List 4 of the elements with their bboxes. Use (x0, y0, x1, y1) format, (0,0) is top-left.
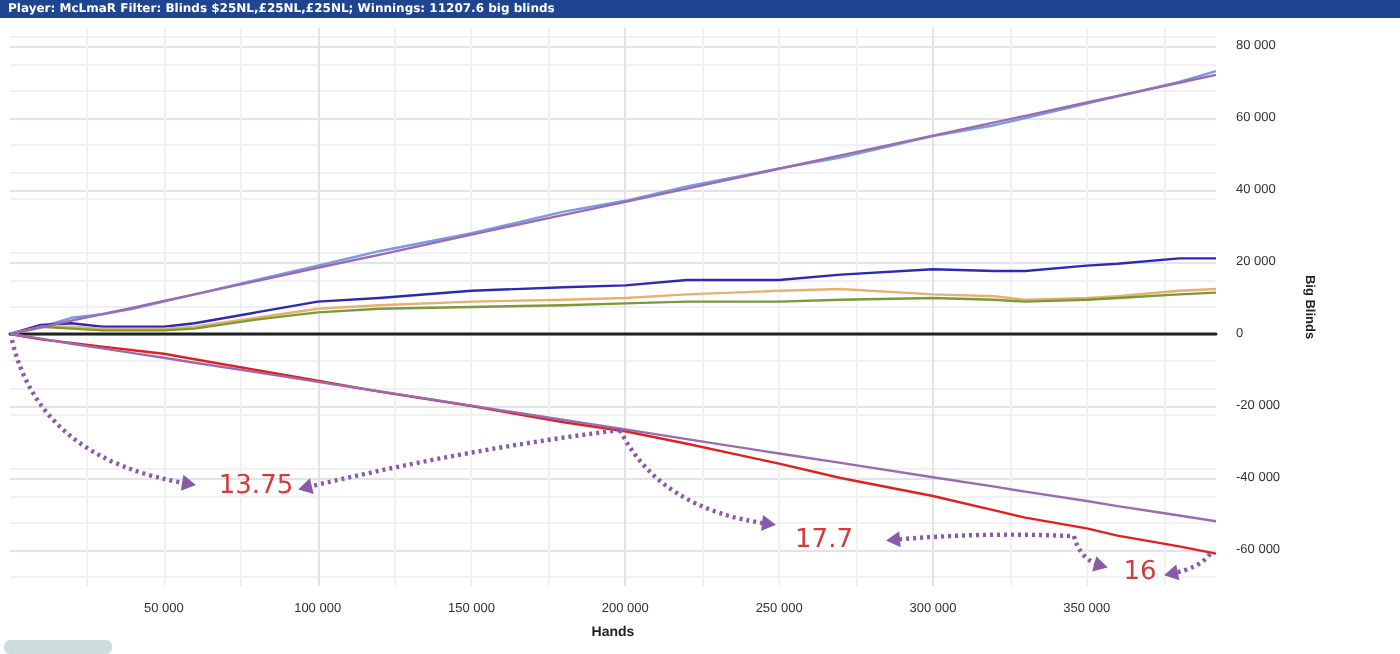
annotation: 16 (1123, 557, 1157, 587)
annotation: 17.7 (795, 525, 853, 555)
line-series (8, 257, 1218, 336)
annotation: 13.75 (218, 471, 294, 501)
